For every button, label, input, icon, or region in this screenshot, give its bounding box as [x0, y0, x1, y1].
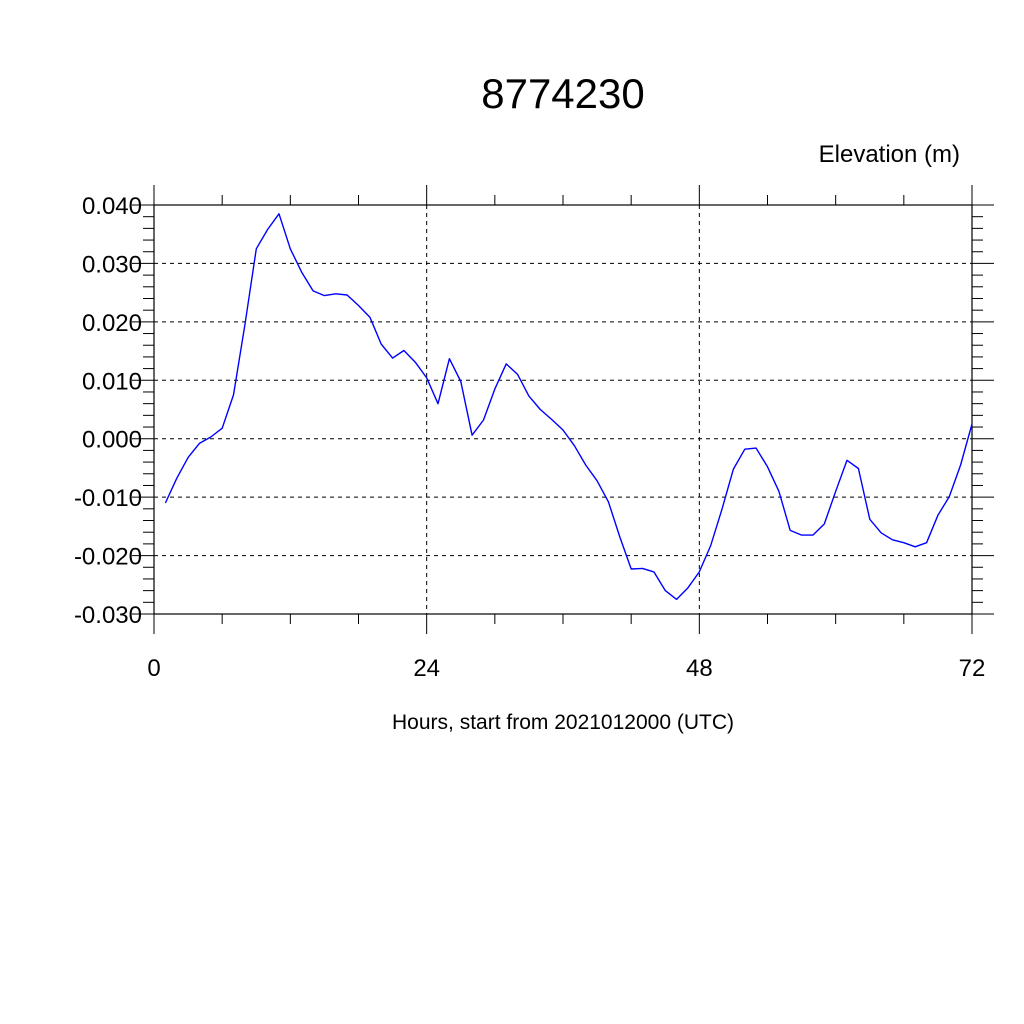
y-tick-label: -0.030 [74, 602, 142, 629]
x-tick-label: 48 [686, 655, 713, 682]
x-tick-labels: 0 24 48 72 [147, 655, 985, 682]
x-tick-label: 24 [413, 655, 440, 682]
chart-title: 8774230 [481, 70, 645, 117]
x-tick-label: 0 [147, 655, 160, 682]
y-tick-label: 0.020 [82, 310, 142, 337]
y-tick-label: 0.040 [82, 193, 142, 220]
y-tick-labels: -0.030 -0.020 -0.010 0.000 0.010 0.020 0.030 0.… [74, 193, 142, 629]
x-tick-label: 72 [959, 655, 986, 682]
y-tick-label: 0.030 [82, 251, 142, 278]
series-layer [164, 213, 973, 601]
y-tick-label: 0.010 [82, 368, 142, 395]
y-tick-label: 0.000 [82, 427, 142, 454]
y-tick-label: -0.010 [74, 485, 142, 512]
plot-frame [153, 204, 973, 615]
x-axis-label: Hours, start from 2021012000 (UTC) [392, 711, 734, 734]
units-label: Elevation (m) [819, 141, 960, 168]
grid [153, 204, 973, 615]
y-tick-label: -0.020 [74, 544, 142, 571]
axis-ticks [132, 185, 994, 634]
elevation-series-line [164, 213, 973, 601]
